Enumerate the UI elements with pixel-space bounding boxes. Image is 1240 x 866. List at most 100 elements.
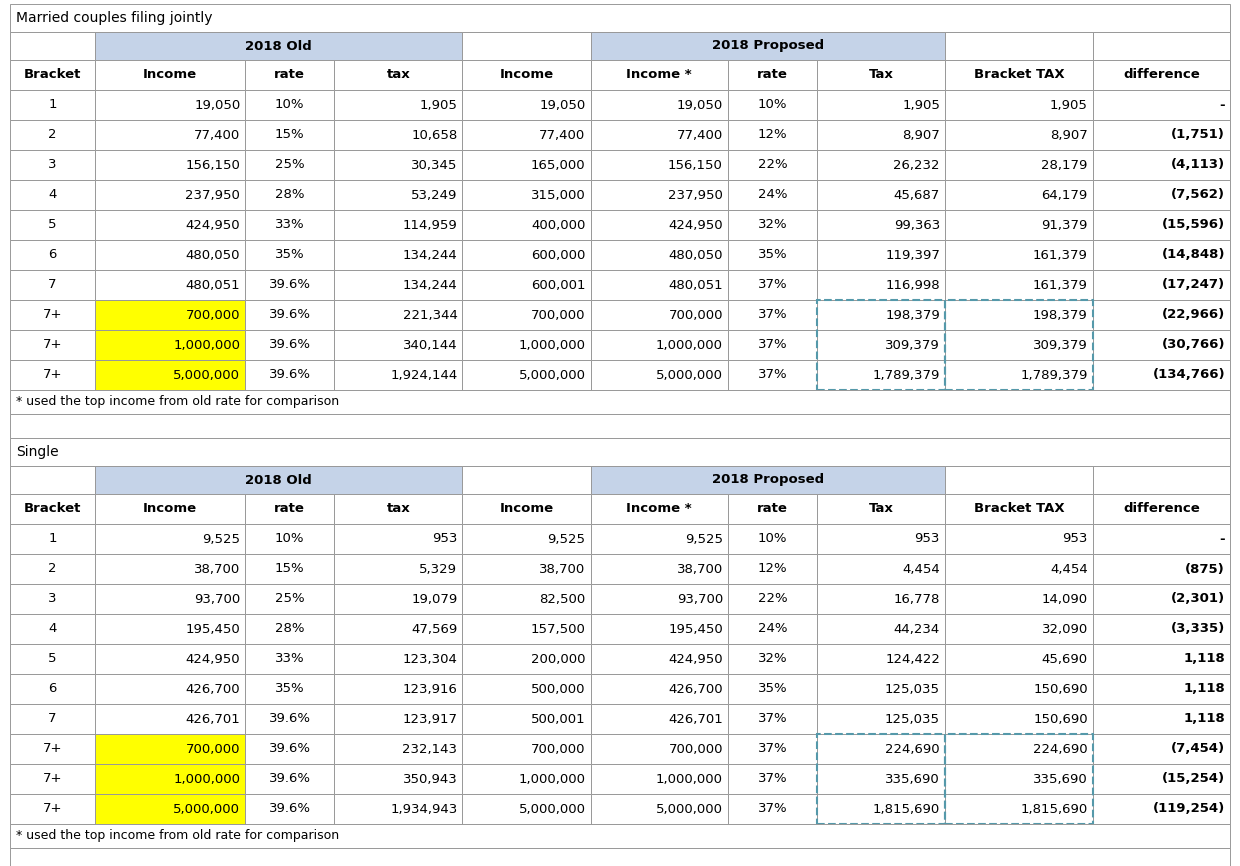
Text: 5,000,000: 5,000,000 [518,803,585,816]
Bar [945,704,1092,734]
Text: 335,690: 335,690 [1033,772,1087,785]
Text: 340,144: 340,144 [403,339,458,352]
Bar [1092,644,1230,674]
Bar [10,330,95,360]
Text: 22%: 22% [758,158,787,171]
Text: 37%: 37% [758,308,787,321]
Bar [590,644,728,674]
Text: 2018 Old: 2018 Old [246,474,312,487]
Text: 1,000,000: 1,000,000 [174,339,241,352]
Text: 953: 953 [915,533,940,546]
Bar [945,270,1092,300]
Bar [728,584,817,614]
Bar [1092,674,1230,704]
Bar [335,270,463,300]
Bar [10,150,95,180]
Text: 10,658: 10,658 [412,128,458,141]
Text: 1,905: 1,905 [1050,99,1087,112]
Text: 32,090: 32,090 [1042,623,1087,636]
Bar [463,210,590,240]
Bar [95,90,246,120]
Bar [10,240,95,270]
Text: Bracket: Bracket [24,502,81,515]
Text: 125,035: 125,035 [885,713,940,726]
Bar [817,270,945,300]
Bar [945,330,1092,360]
Text: 1: 1 [48,99,57,112]
Text: 1,118: 1,118 [1183,652,1225,665]
Bar [10,524,95,554]
Bar [945,734,1092,824]
Bar [10,674,95,704]
Bar [1092,210,1230,240]
Text: 10%: 10% [275,533,305,546]
Bar [335,180,463,210]
Bar [10,60,95,90]
Bar [817,180,945,210]
Text: 309,379: 309,379 [885,339,940,352]
Bar [246,360,335,390]
Bar [728,90,817,120]
Bar [590,60,728,90]
Bar [246,584,335,614]
Bar [463,644,590,674]
Text: rate: rate [274,68,305,81]
Text: tax: tax [387,68,410,81]
Bar [246,240,335,270]
Text: (7,562): (7,562) [1171,189,1225,202]
Text: 5,000,000: 5,000,000 [656,803,723,816]
Text: 39.6%: 39.6% [269,742,311,755]
Bar [246,524,335,554]
Bar [95,466,463,494]
Text: 10%: 10% [758,533,787,546]
Text: 37%: 37% [758,742,787,755]
Bar [10,32,95,60]
Text: 39.6%: 39.6% [269,279,311,292]
Bar [1092,614,1230,644]
Text: (3,335): (3,335) [1171,623,1225,636]
Text: 700,000: 700,000 [186,742,241,755]
Bar [95,270,246,300]
Text: 6: 6 [48,249,57,262]
Bar [817,554,945,584]
Bar [463,270,590,300]
Bar [95,210,246,240]
Bar [10,90,95,120]
Bar [335,674,463,704]
Text: 7+: 7+ [42,772,62,785]
Text: 35%: 35% [758,249,787,262]
Bar [246,674,335,704]
Bar [1092,360,1230,390]
Text: 125,035: 125,035 [885,682,940,695]
Bar [728,674,817,704]
Text: 7: 7 [48,713,57,726]
Bar [1092,330,1230,360]
Text: 224,690: 224,690 [885,742,940,755]
Bar [463,180,590,210]
Text: 426,700: 426,700 [668,682,723,695]
Bar [945,764,1092,794]
Bar [246,644,335,674]
Text: 4: 4 [48,623,57,636]
Text: 99,363: 99,363 [894,218,940,231]
Bar [728,240,817,270]
Text: 5: 5 [48,218,57,231]
Text: 195,450: 195,450 [186,623,241,636]
Text: 9,525: 9,525 [684,533,723,546]
Text: 1,000,000: 1,000,000 [656,339,723,352]
Text: 7+: 7+ [42,742,62,755]
Text: 32%: 32% [758,652,787,665]
Text: 5,000,000: 5,000,000 [518,369,585,382]
Text: 30,345: 30,345 [410,158,458,171]
Text: 700,000: 700,000 [531,308,585,321]
Text: 237,950: 237,950 [668,189,723,202]
Text: 37%: 37% [758,369,787,382]
Text: 10%: 10% [758,99,787,112]
Bar [463,90,590,120]
Bar [335,90,463,120]
Text: 116,998: 116,998 [885,279,940,292]
Text: 156,150: 156,150 [186,158,241,171]
Bar [10,848,1230,866]
Text: difference: difference [1123,68,1200,81]
Text: 123,304: 123,304 [403,652,458,665]
